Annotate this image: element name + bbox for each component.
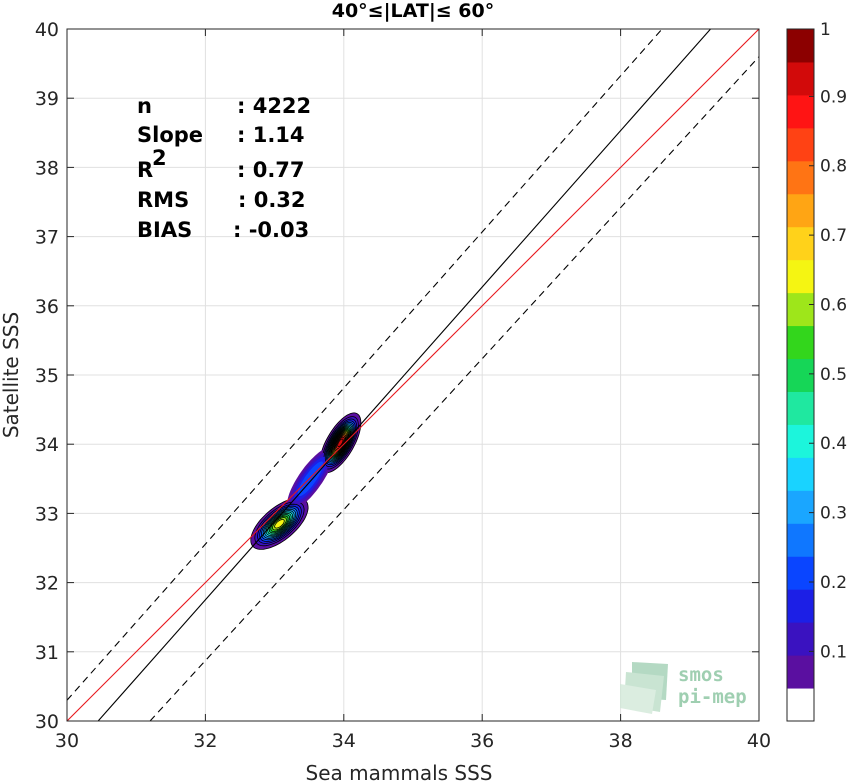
y-tick-label: 34 (35, 434, 59, 456)
chart-title: 40°≤|LAT|≤ 60° (332, 0, 495, 22)
grid (67, 29, 759, 721)
contour-level-19 (337, 438, 344, 448)
stat-value: : 4222 (237, 94, 311, 118)
x-tick-label: 40 (747, 730, 771, 752)
y-tick-label: 31 (35, 642, 59, 664)
colorbar-segment (787, 589, 814, 623)
y-tick-label: 37 (35, 227, 59, 249)
upper-bound-line (67, 29, 663, 701)
x-tick-label: 30 (55, 730, 79, 752)
regression-line (67, 29, 759, 721)
colorbar-segment (787, 490, 814, 524)
y-tick-label: 32 (35, 573, 59, 595)
smos-pi-mep-logo: smos pi-mep (620, 662, 747, 714)
stat-label: Slope (137, 123, 203, 147)
x-tick-label: 34 (332, 730, 356, 752)
colorbar-segment (787, 127, 814, 162)
colorbar-segment (787, 358, 814, 392)
stat-value: : 1.14 (237, 123, 305, 147)
logo-text-line1: smos (678, 664, 724, 686)
colorbar-tick-label: 0.6 (820, 295, 847, 315)
y-tick-label: 39 (35, 88, 59, 110)
stat-label: BIAS (137, 218, 192, 242)
y-tick-label: 35 (35, 365, 59, 387)
y-axis-label: Satellite SSS (0, 312, 23, 438)
stats-box: n : 4222 Slope : 1.14 R2 : 0.77 RMS : 0.32 BIAS:… (137, 94, 311, 242)
stat-label: n (137, 94, 152, 118)
colorbar-tick-label: 1 (820, 20, 831, 40)
colorbar-tick-label: 0.2 (820, 573, 847, 593)
colorbar: 0.1 0.2 0.3 0.4 0.5 0.6 0.7 0.8 0.9 1 (786, 20, 847, 722)
x-tick-label: 38 (609, 730, 633, 752)
y-tick-label: 30 (35, 711, 59, 733)
colorbar-segment (787, 424, 814, 458)
axis-ticks: 30 32 34 36 38 40 30 31 32 33 34 35 36 37 38 39 40 (35, 19, 771, 752)
colorbar-segment (787, 655, 814, 689)
stat-value: : 0.32 (238, 188, 306, 212)
colorbar-tick-label: 0.7 (820, 226, 847, 246)
colorbar-tick-label: 0.4 (820, 434, 847, 454)
colorbar-segment (787, 259, 814, 294)
y-tick-label: 38 (35, 157, 59, 179)
stat-label: R (137, 158, 153, 182)
colorbar-segment (787, 622, 814, 656)
identity-line (97, 29, 711, 721)
colorbar-tick-label: 0.1 (820, 642, 847, 662)
stat-value: : 0.77 (237, 158, 305, 182)
stat-label-superscript: 2 (152, 146, 167, 170)
colorbar-segment (787, 523, 814, 557)
colorbar-segment (787, 193, 814, 228)
reference-lines (67, 29, 759, 721)
colorbar-segment (787, 457, 814, 491)
y-tick-label: 40 (35, 19, 59, 41)
colorbar-tick-label: 0.5 (820, 365, 847, 385)
colorbar-frame (786, 28, 815, 722)
y-tick-label: 36 (35, 296, 59, 318)
colorbar-segment (787, 61, 814, 96)
contour-level-13 (274, 519, 285, 529)
colorbar-segment (787, 29, 814, 63)
colorbar-segment (787, 556, 814, 590)
colorbar-segment (787, 226, 814, 261)
colorbar-tick-label: 0.8 (820, 157, 847, 177)
colorbar-segment (787, 688, 814, 722)
colorbar-tick-label: 0.9 (820, 87, 847, 107)
x-tick-label: 32 (193, 730, 217, 752)
lower-bound-line (149, 56, 759, 721)
x-tick-label: 36 (470, 730, 494, 752)
y-tick-label: 33 (35, 503, 59, 525)
colorbar-segment (787, 391, 814, 425)
colorbar-segment (787, 292, 814, 327)
colorbar-segment (787, 325, 814, 360)
stat-value: : -0.03 (233, 218, 309, 242)
colorbar-segment (787, 94, 814, 129)
logo-text-line2: pi-mep (678, 686, 747, 708)
stat-label: RMS (137, 188, 189, 212)
colorbar-segment (787, 160, 814, 195)
x-axis-label: Sea mammals SSS (306, 761, 493, 784)
colorbar-tick-label: 0.3 (820, 504, 847, 524)
